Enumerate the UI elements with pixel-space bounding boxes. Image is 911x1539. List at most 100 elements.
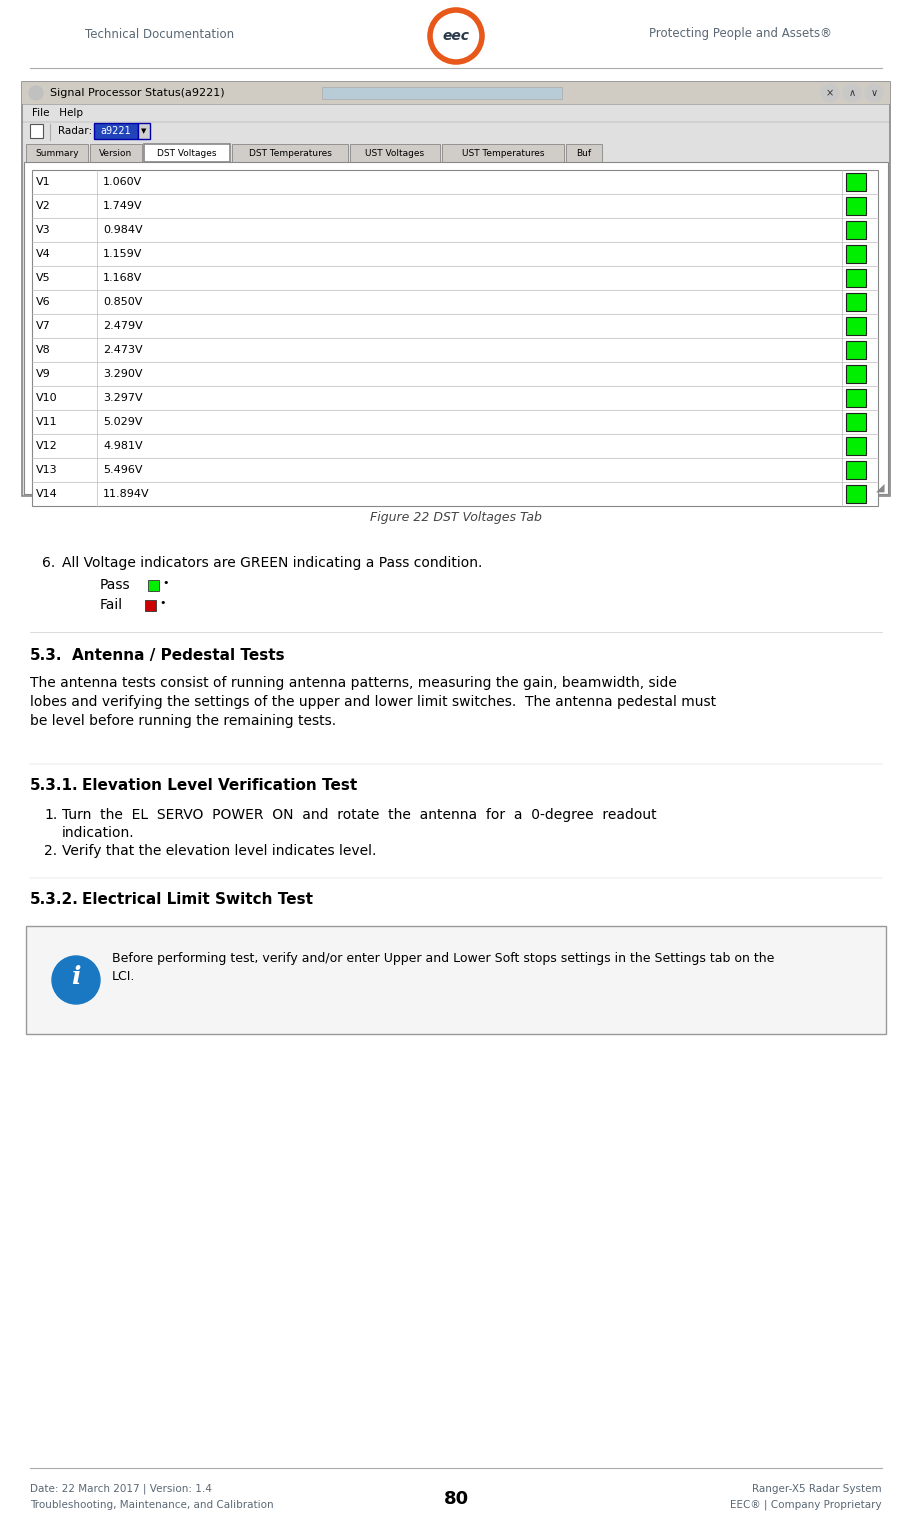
Circle shape bbox=[842, 85, 860, 102]
Text: Signal Processor Status(a9221): Signal Processor Status(a9221) bbox=[50, 88, 224, 98]
FancyBboxPatch shape bbox=[845, 172, 865, 191]
FancyBboxPatch shape bbox=[845, 365, 865, 383]
Text: V11: V11 bbox=[36, 417, 57, 426]
Text: Technical Documentation: Technical Documentation bbox=[86, 28, 234, 40]
Text: LCI.: LCI. bbox=[112, 970, 135, 983]
Text: 1.749V: 1.749V bbox=[103, 202, 142, 211]
FancyBboxPatch shape bbox=[845, 342, 865, 359]
Text: Electrical Limit Switch Test: Electrical Limit Switch Test bbox=[82, 893, 312, 906]
Circle shape bbox=[820, 85, 838, 102]
Text: EEC® | Company Proprietary: EEC® | Company Proprietary bbox=[730, 1501, 881, 1510]
FancyBboxPatch shape bbox=[845, 412, 865, 431]
Text: V1: V1 bbox=[36, 177, 51, 188]
Text: 0.984V: 0.984V bbox=[103, 225, 142, 235]
Text: DST Temperatures: DST Temperatures bbox=[249, 148, 331, 157]
Text: 5.496V: 5.496V bbox=[103, 465, 142, 476]
Text: 5.3.2.: 5.3.2. bbox=[30, 893, 78, 906]
Text: V3: V3 bbox=[36, 225, 51, 235]
FancyBboxPatch shape bbox=[30, 125, 43, 139]
Text: ×: × bbox=[825, 88, 834, 98]
Circle shape bbox=[52, 956, 100, 1003]
Text: Elevation Level Verification Test: Elevation Level Verification Test bbox=[82, 779, 357, 793]
Text: 3.290V: 3.290V bbox=[103, 369, 142, 379]
Text: 6.: 6. bbox=[42, 556, 56, 569]
Text: ▼: ▼ bbox=[141, 128, 147, 134]
Text: ∧: ∧ bbox=[847, 88, 855, 98]
Text: 2.479V: 2.479V bbox=[103, 322, 143, 331]
Text: 5.3.1.: 5.3.1. bbox=[30, 779, 78, 793]
Text: The antenna tests consist of running antenna patterns, measuring the gain, beamw: The antenna tests consist of running ant… bbox=[30, 676, 715, 728]
FancyBboxPatch shape bbox=[322, 88, 561, 98]
Text: 1.159V: 1.159V bbox=[103, 249, 142, 259]
Text: Version: Version bbox=[99, 148, 132, 157]
FancyBboxPatch shape bbox=[32, 169, 877, 506]
FancyBboxPatch shape bbox=[138, 123, 149, 139]
FancyBboxPatch shape bbox=[845, 245, 865, 263]
Text: 1.: 1. bbox=[44, 808, 57, 822]
FancyBboxPatch shape bbox=[350, 145, 439, 162]
Text: Before performing test, verify and/or enter Upper and Lower Soft stops settings : Before performing test, verify and/or en… bbox=[112, 953, 773, 965]
Text: 4.981V: 4.981V bbox=[103, 442, 142, 451]
Text: ◢: ◢ bbox=[875, 483, 884, 492]
Text: Antenna / Pedestal Tests: Antenna / Pedestal Tests bbox=[72, 648, 284, 663]
Text: eec: eec bbox=[442, 29, 469, 43]
Text: V4: V4 bbox=[36, 249, 51, 259]
Circle shape bbox=[864, 85, 882, 102]
Text: Pass: Pass bbox=[100, 579, 130, 593]
FancyBboxPatch shape bbox=[144, 145, 230, 162]
Text: a9221: a9221 bbox=[100, 126, 131, 135]
FancyBboxPatch shape bbox=[845, 317, 865, 336]
Text: Protecting People and Assets®: Protecting People and Assets® bbox=[648, 28, 831, 40]
Text: V9: V9 bbox=[36, 369, 51, 379]
Text: 11.894V: 11.894V bbox=[103, 489, 149, 499]
Text: Buf: Buf bbox=[576, 148, 591, 157]
Text: Figure 22 DST Voltages Tab: Figure 22 DST Voltages Tab bbox=[370, 511, 541, 525]
Text: 0.850V: 0.850V bbox=[103, 297, 142, 306]
Text: indication.: indication. bbox=[62, 826, 135, 840]
FancyBboxPatch shape bbox=[22, 82, 889, 105]
FancyBboxPatch shape bbox=[845, 292, 865, 311]
FancyBboxPatch shape bbox=[442, 145, 563, 162]
Text: 1.060V: 1.060V bbox=[103, 177, 142, 188]
Text: •: • bbox=[162, 579, 169, 588]
FancyBboxPatch shape bbox=[845, 197, 865, 215]
FancyBboxPatch shape bbox=[24, 162, 887, 494]
Circle shape bbox=[29, 86, 43, 100]
Text: V5: V5 bbox=[36, 272, 51, 283]
Text: V13: V13 bbox=[36, 465, 57, 476]
Text: Troubleshooting, Maintenance, and Calibration: Troubleshooting, Maintenance, and Calibr… bbox=[30, 1501, 273, 1510]
FancyBboxPatch shape bbox=[566, 145, 601, 162]
Text: V8: V8 bbox=[36, 345, 51, 356]
FancyBboxPatch shape bbox=[26, 926, 885, 1034]
Text: •: • bbox=[159, 599, 165, 608]
Text: V2: V2 bbox=[36, 202, 51, 211]
Text: 5.3.: 5.3. bbox=[30, 648, 63, 663]
Text: V12: V12 bbox=[36, 442, 57, 451]
Text: 2.473V: 2.473V bbox=[103, 345, 142, 356]
Text: DST Voltages: DST Voltages bbox=[157, 148, 217, 157]
Text: 2.: 2. bbox=[44, 843, 57, 859]
FancyBboxPatch shape bbox=[845, 437, 865, 456]
FancyBboxPatch shape bbox=[90, 145, 142, 162]
Text: Fail: Fail bbox=[100, 599, 123, 613]
Text: Date: 22 March 2017 | Version: 1.4: Date: 22 March 2017 | Version: 1.4 bbox=[30, 1484, 211, 1494]
FancyBboxPatch shape bbox=[22, 82, 889, 496]
Text: Summary: Summary bbox=[36, 148, 78, 157]
Text: Ranger-X5 Radar System: Ranger-X5 Radar System bbox=[752, 1484, 881, 1494]
Text: i: i bbox=[71, 965, 81, 990]
Text: 1.168V: 1.168V bbox=[103, 272, 142, 283]
Text: ∨: ∨ bbox=[869, 88, 876, 98]
Text: 5.029V: 5.029V bbox=[103, 417, 142, 426]
Text: Radar:: Radar: bbox=[58, 126, 92, 135]
Text: V7: V7 bbox=[36, 322, 51, 331]
FancyBboxPatch shape bbox=[148, 580, 159, 591]
Text: 3.297V: 3.297V bbox=[103, 392, 142, 403]
FancyBboxPatch shape bbox=[845, 222, 865, 239]
Text: UST Voltages: UST Voltages bbox=[365, 148, 425, 157]
FancyBboxPatch shape bbox=[26, 145, 87, 162]
FancyBboxPatch shape bbox=[845, 462, 865, 479]
FancyBboxPatch shape bbox=[231, 145, 348, 162]
FancyBboxPatch shape bbox=[845, 389, 865, 406]
Text: File   Help: File Help bbox=[32, 108, 83, 119]
Text: Verify that the elevation level indicates level.: Verify that the elevation level indicate… bbox=[62, 843, 376, 859]
